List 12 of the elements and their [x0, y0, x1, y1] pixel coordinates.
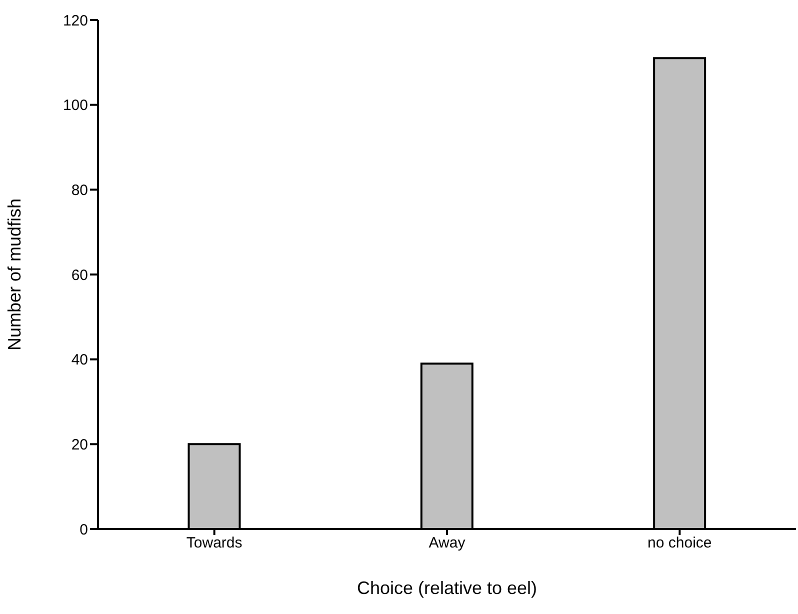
y-tick-label: 20	[71, 436, 88, 454]
y-axis-title: Number of mudfish	[4, 198, 24, 351]
y-tick-label: 100	[62, 97, 88, 114]
x-tick-label: Away	[428, 534, 466, 552]
x-axis-title: Choice (relative to eel)	[356, 578, 538, 598]
y-tick-label: 0	[80, 521, 88, 538]
x-tick-label: no choice	[648, 534, 712, 552]
y-tick-label: 80	[71, 182, 88, 199]
x-tick-label: Towards	[186, 534, 242, 552]
y-tick-label: 40	[71, 352, 88, 369]
y-tick-label: 60	[71, 266, 88, 284]
y-tick-label: 120	[62, 12, 88, 30]
